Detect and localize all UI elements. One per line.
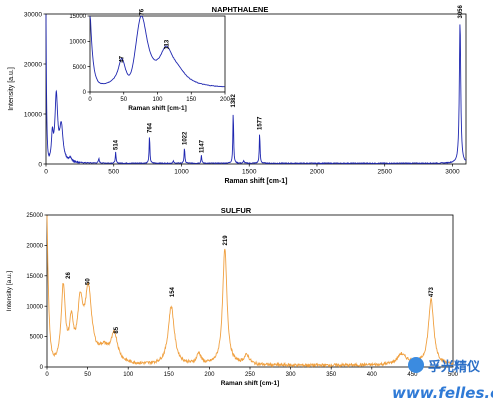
naphthalene-y-tick-label: 0 bbox=[38, 161, 42, 168]
sulfur-peak-label: 473 bbox=[429, 286, 435, 297]
inset-x-tick-label: 100 bbox=[152, 97, 163, 103]
naphthalene-peak-label: 514 bbox=[114, 139, 120, 150]
inset-background bbox=[90, 16, 225, 92]
sulfur-y-tick-label: 20000 bbox=[26, 244, 43, 250]
naphthalene-title: NAPHTHALENE bbox=[212, 5, 269, 14]
sulfur-y-tick-label: 15000 bbox=[26, 274, 43, 280]
inset-y-tick-label: 5000 bbox=[73, 65, 87, 71]
naphthalene-x-tick-label: 3000 bbox=[445, 169, 460, 176]
sulfur-x-axis-label: Raman shift [cm-1] bbox=[221, 380, 280, 387]
inset-peak-label: 47 bbox=[120, 55, 126, 62]
inset-x-tick-label: 50 bbox=[120, 97, 127, 103]
inset-peak-label: 76 bbox=[139, 8, 145, 15]
sulfur-x-tick-label: 150 bbox=[164, 372, 175, 378]
sulfur-x-tick-label: 350 bbox=[326, 372, 337, 378]
sulfur-x-tick-label: 450 bbox=[407, 372, 418, 378]
inset-x-tick-label: 150 bbox=[186, 97, 197, 103]
inset-x-axis-label: Raman shift [cm-1] bbox=[128, 105, 187, 112]
inset-y-tick-label: 10000 bbox=[69, 39, 86, 45]
sulfur-peak-label: 219 bbox=[223, 235, 229, 246]
naphthalene-x-axis-label: Raman shift [cm-1] bbox=[224, 178, 287, 185]
naphthalene-x-tick-label: 500 bbox=[108, 169, 119, 176]
sulfur-x-tick-label: 300 bbox=[286, 372, 297, 378]
naphthalene-plot-frame bbox=[45, 13, 467, 165]
sulfur-x-tick-label: 250 bbox=[245, 372, 256, 378]
sulfur-y-tick-label: 5000 bbox=[30, 335, 44, 341]
sulfur-peak-label: 85 bbox=[114, 326, 120, 333]
sulfur-series-line bbox=[46, 215, 454, 368]
sulfur-x-tick-label: 500 bbox=[448, 372, 459, 378]
naphthalene-peak-label: 764 bbox=[148, 122, 154, 133]
inset-series-line bbox=[89, 15, 225, 88]
sulfur-x-tick-label: 0 bbox=[45, 372, 49, 378]
naphthalene-x-tick-label: 0 bbox=[44, 169, 48, 176]
sulfur-peak-label: 50 bbox=[86, 278, 92, 285]
sulfur-y-tick-label: 10000 bbox=[26, 304, 43, 310]
inset-y-tick-label: 15000 bbox=[69, 14, 86, 20]
inset-x-tick-label: 200 bbox=[220, 97, 231, 103]
naphthalene-y-tick-label: 10000 bbox=[24, 111, 42, 118]
sulfur-title: SULFUR bbox=[221, 206, 252, 215]
sulfur-x-tick-label: 100 bbox=[123, 372, 134, 378]
inset-peak-label: 113 bbox=[164, 39, 170, 49]
naphthalene-chart: 0 500 1000 1500 2000 2500 30000100002000030000… bbox=[8, 4, 467, 185]
naphthalene-x-tick-label: 1000 bbox=[174, 169, 189, 176]
naphthalene-y-tick-label: 20000 bbox=[24, 61, 42, 68]
sulfur-x-tick-label: 50 bbox=[84, 372, 91, 378]
sulfur-x-tick-label: 200 bbox=[204, 372, 215, 378]
naphthalene-y-tick-label: 30000 bbox=[24, 11, 42, 18]
inset-x-tick-label: 0 bbox=[88, 97, 92, 103]
naphthalene-peak-label: 1022 bbox=[182, 131, 188, 145]
naphthalene-peak-label: 1382 bbox=[231, 93, 237, 107]
naphthalene-peak-label: 1577 bbox=[258, 116, 264, 130]
sulfur-y-axis-label: Intensity [a.u.] bbox=[6, 271, 13, 312]
naphthalene-x-tick-label: 2500 bbox=[377, 169, 392, 176]
naphthalene-peak-label: 1147 bbox=[199, 139, 205, 153]
naphthalene-y-axis-label: Intensity [a.u.] bbox=[8, 67, 15, 111]
naphthalene-series-line bbox=[45, 14, 467, 165]
sulfur-y-tick-label: 25000 bbox=[26, 213, 43, 219]
inset-y-tick-label: 0 bbox=[83, 90, 87, 96]
sulfur-peak-label: 154 bbox=[170, 286, 176, 297]
naphthalene-x-tick-label: 2000 bbox=[310, 169, 325, 176]
sulfur-x-tick-label: 400 bbox=[367, 372, 378, 378]
sulfur-y-tick-label: 0 bbox=[40, 365, 44, 371]
sulfur-peak-label: 26 bbox=[66, 272, 72, 279]
naphthalene-peak-label: 3056 bbox=[458, 4, 464, 18]
sulfur-chart: 0 50 100 150 200 250 300 350 400 450 5000500010000… bbox=[6, 206, 459, 387]
naphthalene-x-tick-label: 1500 bbox=[242, 169, 257, 176]
naphthalene-inset-chart: 0 50 100 150 200 0 5000 10000 15000 Raman shift [… bbox=[69, 8, 230, 112]
